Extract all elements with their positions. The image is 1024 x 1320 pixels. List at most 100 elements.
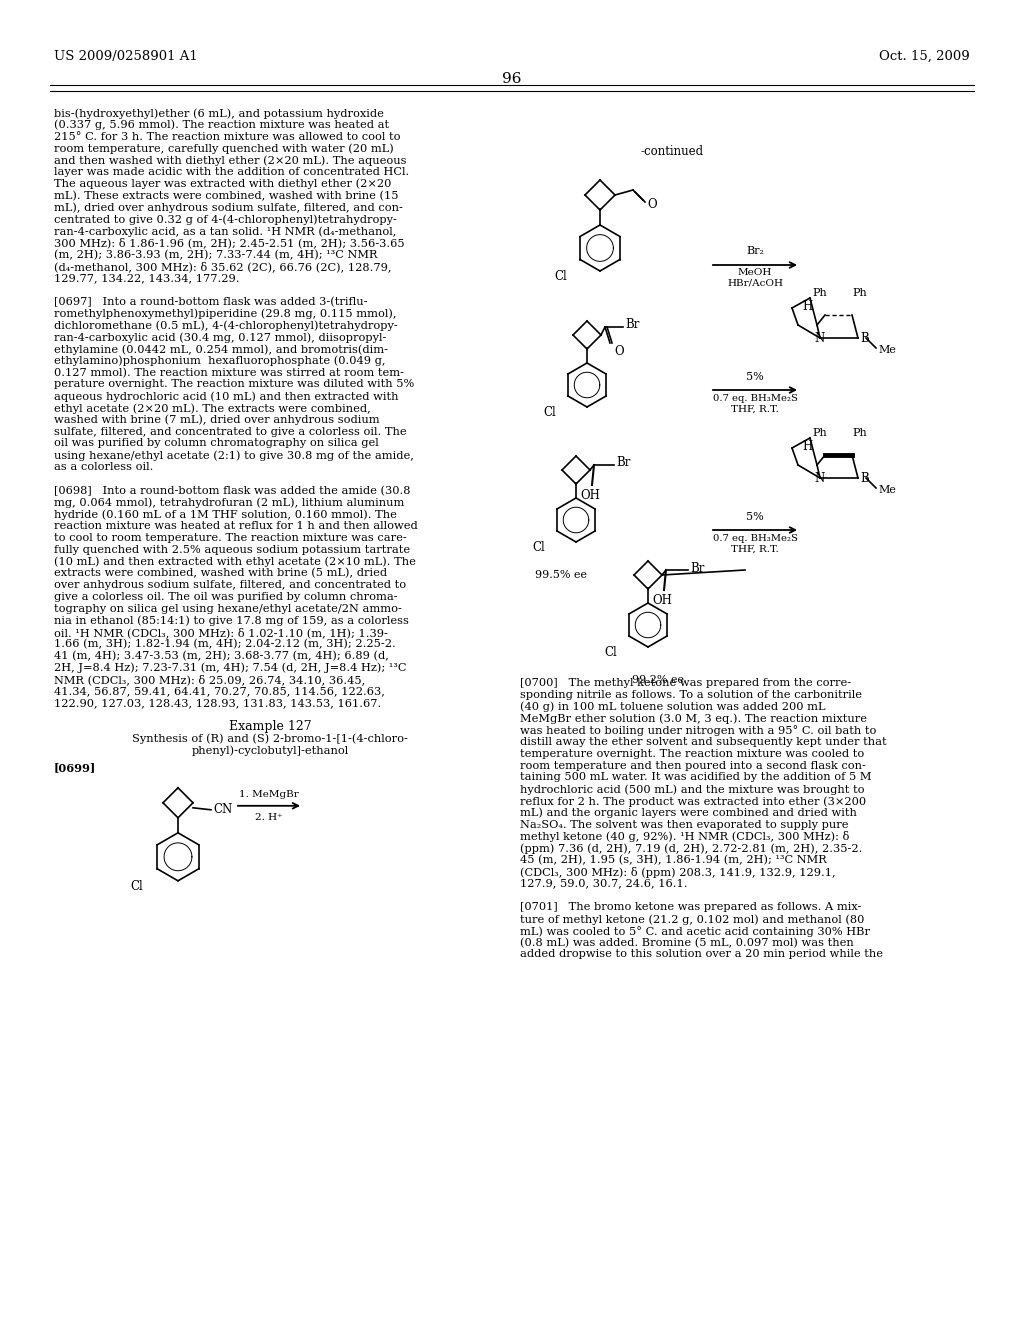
Text: oil was purified by column chromatography on silica gel: oil was purified by column chromatograph…: [54, 438, 379, 449]
Text: fully quenched with 2.5% aqueous sodium potassium tartrate: fully quenched with 2.5% aqueous sodium …: [54, 545, 411, 554]
Text: (0.337 g, 5.96 mmol). The reaction mixture was heated at: (0.337 g, 5.96 mmol). The reaction mixtu…: [54, 120, 389, 131]
Text: washed with brine (7 mL), dried over anhydrous sodium: washed with brine (7 mL), dried over anh…: [54, 414, 380, 425]
Text: tography on silica gel using hexane/ethyl acetate/2N ammo-: tography on silica gel using hexane/ethy…: [54, 603, 401, 614]
Text: ethylamine (0.0442 mL, 0.254 mmol), and bromotris(dim-: ethylamine (0.0442 mL, 0.254 mmol), and …: [54, 345, 388, 355]
Text: Cl: Cl: [130, 879, 143, 892]
Text: HBr/AcOH: HBr/AcOH: [727, 279, 783, 288]
Text: hydrochloric acid (500 mL) and the mixture was brought to: hydrochloric acid (500 mL) and the mixtu…: [520, 784, 864, 795]
Text: 0.7 eq. BH₃Me₂S: 0.7 eq. BH₃Me₂S: [713, 535, 798, 543]
Text: hydride (0.160 mL of a 1M THF solution, 0.160 mmol). The: hydride (0.160 mL of a 1M THF solution, …: [54, 510, 397, 520]
Text: 129.77, 134.22, 143.34, 177.29.: 129.77, 134.22, 143.34, 177.29.: [54, 273, 240, 284]
Text: (40 g) in 100 mL toluene solution was added 200 mL: (40 g) in 100 mL toluene solution was ad…: [520, 702, 825, 713]
Text: [0698]   Into a round-bottom flask was added the amide (30.8: [0698] Into a round-bottom flask was add…: [54, 486, 411, 496]
Text: ture of methyl ketone (21.2 g, 0.102 mol) and methanol (80: ture of methyl ketone (21.2 g, 0.102 mol…: [520, 913, 864, 924]
Text: 1. MeMgBr: 1. MeMgBr: [240, 789, 299, 799]
Text: was heated to boiling under nitrogen with a 95° C. oil bath to: was heated to boiling under nitrogen wit…: [520, 725, 877, 737]
Text: 41.34, 56.87, 59.41, 64.41, 70.27, 70.85, 114.56, 122.63,: 41.34, 56.87, 59.41, 64.41, 70.27, 70.85…: [54, 686, 385, 696]
Text: OH: OH: [580, 488, 600, 502]
Text: O: O: [647, 198, 656, 210]
Text: Na₂SO₄. The solvent was then evaporated to supply pure: Na₂SO₄. The solvent was then evaporated …: [520, 820, 849, 829]
Text: [0697]   Into a round-bottom flask was added 3-(triflu-: [0697] Into a round-bottom flask was add…: [54, 297, 368, 308]
Text: NMR (CDCl₃, 300 MHz): δ 25.09, 26.74, 34.10, 36.45,: NMR (CDCl₃, 300 MHz): δ 25.09, 26.74, 34…: [54, 675, 366, 685]
Text: Cl: Cl: [543, 407, 556, 420]
Text: THF, R.T.: THF, R.T.: [731, 405, 779, 414]
Text: Ph: Ph: [853, 288, 867, 298]
Text: 215° C. for 3 h. The reaction mixture was allowed to cool to: 215° C. for 3 h. The reaction mixture wa…: [54, 132, 400, 141]
Text: (ppm) 7.36 (d, 2H), 7.19 (d, 2H), 2.72-2.81 (m, 2H), 2.35-2.: (ppm) 7.36 (d, 2H), 7.19 (d, 2H), 2.72-2…: [520, 843, 862, 854]
Text: Cl: Cl: [532, 541, 545, 554]
Text: mL) and the organic layers were combined and dried with: mL) and the organic layers were combined…: [520, 808, 857, 818]
Text: ran-4-carboxylic acid, as a tan solid. ¹H NMR (d₄-methanol,: ran-4-carboxylic acid, as a tan solid. ¹…: [54, 226, 396, 236]
Text: US 2009/0258901 A1: US 2009/0258901 A1: [54, 50, 198, 63]
Text: Br: Br: [690, 561, 705, 574]
Text: (10 mL) and then extracted with ethyl acetate (2×10 mL). The: (10 mL) and then extracted with ethyl ac…: [54, 557, 416, 568]
Text: aqueous hydrochloric acid (10 mL) and then extracted with: aqueous hydrochloric acid (10 mL) and th…: [54, 391, 398, 401]
Text: 0.7 eq. BH₃Me₂S: 0.7 eq. BH₃Me₂S: [713, 393, 798, 403]
Text: as a colorless oil.: as a colorless oil.: [54, 462, 154, 473]
Text: added dropwise to this solution over a 20 min period while the: added dropwise to this solution over a 2…: [520, 949, 883, 960]
Text: N: N: [815, 471, 825, 484]
Text: N: N: [815, 331, 825, 345]
Text: Ph: Ph: [813, 288, 827, 298]
Text: Synthesis of (R) and (S) 2-bromo-1-[1-(4-chloro-: Synthesis of (R) and (S) 2-bromo-1-[1-(4…: [132, 734, 408, 744]
Text: 122.90, 127.03, 128.43, 128.93, 131.83, 143.53, 161.67.: 122.90, 127.03, 128.43, 128.93, 131.83, …: [54, 698, 381, 708]
Text: phenyl)-cyclobutyl]-ethanol: phenyl)-cyclobutyl]-ethanol: [191, 746, 348, 756]
Text: 300 MHz): δ 1.86-1.96 (m, 2H); 2.45-2.51 (m, 2H); 3.56-3.65: 300 MHz): δ 1.86-1.96 (m, 2H); 2.45-2.51…: [54, 238, 404, 248]
Text: Br₂: Br₂: [746, 246, 764, 256]
Text: [0701]   The bromo ketone was prepared as follows. A mix-: [0701] The bromo ketone was prepared as …: [520, 902, 861, 912]
Text: ran-4-carboxylic acid (30.4 mg, 0.127 mmol), diisopropyl-: ran-4-carboxylic acid (30.4 mg, 0.127 mm…: [54, 333, 386, 343]
Text: 45 (m, 2H), 1.95 (s, 3H), 1.86-1.94 (m, 2H); ¹³C NMR: 45 (m, 2H), 1.95 (s, 3H), 1.86-1.94 (m, …: [520, 855, 826, 866]
Text: layer was made acidic with the addition of concentrated HCl.: layer was made acidic with the addition …: [54, 168, 410, 177]
Text: Oct. 15, 2009: Oct. 15, 2009: [880, 50, 970, 63]
Text: MeOH: MeOH: [738, 268, 772, 277]
Text: ethylamino)phosphonium  hexafluorophosphate (0.049 g,: ethylamino)phosphonium hexafluorophospha…: [54, 356, 385, 367]
Text: 96: 96: [502, 73, 522, 86]
Text: romethylphenoxymethyl)piperidine (29.8 mg, 0.115 mmol),: romethylphenoxymethyl)piperidine (29.8 m…: [54, 309, 396, 319]
Text: 41 (m, 4H); 3.47-3.53 (m, 2H); 3.68-3.77 (m, 4H); 6.89 (d,: 41 (m, 4H); 3.47-3.53 (m, 2H); 3.68-3.77…: [54, 651, 389, 661]
Text: 99.2% ee: 99.2% ee: [632, 675, 684, 685]
Text: Ph: Ph: [853, 428, 867, 438]
Text: distill away the ether solvent and subsequently kept under that: distill away the ether solvent and subse…: [520, 737, 887, 747]
Text: over anhydrous sodium sulfate, filtered, and concentrated to: over anhydrous sodium sulfate, filtered,…: [54, 579, 407, 590]
Text: 2H, J=8.4 Hz); 7.23-7.31 (m, 4H); 7.54 (d, 2H, J=8.4 Hz); ¹³C: 2H, J=8.4 Hz); 7.23-7.31 (m, 4H); 7.54 (…: [54, 663, 407, 673]
Text: Cl: Cl: [604, 645, 616, 659]
Text: centrated to give 0.32 g of 4-(4-chlorophenyl)tetrahydropy-: centrated to give 0.32 g of 4-(4-chlorop…: [54, 214, 397, 224]
Text: methyl ketone (40 g, 92%). ¹H NMR (CDCl₃, 300 MHz): δ: methyl ketone (40 g, 92%). ¹H NMR (CDCl₃…: [520, 832, 849, 842]
Text: 5%: 5%: [746, 512, 764, 521]
Text: MeMgBr ether solution (3.0 M, 3 eq.). The reaction mixture: MeMgBr ether solution (3.0 M, 3 eq.). Th…: [520, 713, 867, 723]
Text: OH: OH: [652, 594, 672, 607]
Text: mg, 0.064 mmol), tetrahydrofuran (2 mL), lithium aluminum: mg, 0.064 mmol), tetrahydrofuran (2 mL),…: [54, 498, 404, 508]
Text: room temperature and then poured into a second flask con-: room temperature and then poured into a …: [520, 760, 866, 771]
Text: 99.5% ee: 99.5% ee: [535, 570, 587, 579]
Text: CN: CN: [213, 804, 232, 816]
Text: bis-(hydroxyethyl)ether (6 mL), and potassium hydroxide: bis-(hydroxyethyl)ether (6 mL), and pota…: [54, 108, 384, 119]
Text: Example 127: Example 127: [228, 719, 311, 733]
Text: H: H: [803, 441, 813, 454]
Text: mL). These extracts were combined, washed with brine (15: mL). These extracts were combined, washe…: [54, 190, 398, 201]
Text: (0.8 mL) was added. Bromine (5 mL, 0.097 mol) was then: (0.8 mL) was added. Bromine (5 mL, 0.097…: [520, 937, 854, 948]
Text: nia in ethanol (85:14:1) to give 17.8 mg of 159, as a colorless: nia in ethanol (85:14:1) to give 17.8 mg…: [54, 615, 409, 626]
Text: Ph: Ph: [813, 428, 827, 438]
Text: to cool to room temperature. The reaction mixture was care-: to cool to room temperature. The reactio…: [54, 533, 407, 543]
Text: reaction mixture was heated at reflux for 1 h and then allowed: reaction mixture was heated at reflux fo…: [54, 521, 418, 531]
Text: THF, R.T.: THF, R.T.: [731, 545, 779, 554]
Text: Me: Me: [878, 484, 896, 495]
Text: -continued: -continued: [640, 145, 703, 158]
Text: [0700]   The methyl ketone was prepared from the corre-: [0700] The methyl ketone was prepared fr…: [520, 678, 851, 688]
Text: using hexane/ethyl acetate (2:1) to give 30.8 mg of the amide,: using hexane/ethyl acetate (2:1) to give…: [54, 450, 414, 461]
Text: sulfate, filtered, and concentrated to give a colorless oil. The: sulfate, filtered, and concentrated to g…: [54, 426, 407, 437]
Text: taining 500 mL water. It was acidified by the addition of 5 M: taining 500 mL water. It was acidified b…: [520, 772, 871, 783]
Text: Br: Br: [616, 457, 631, 470]
Text: room temperature, carefully quenched with water (20 mL): room temperature, carefully quenched wit…: [54, 144, 394, 154]
Text: [0699]: [0699]: [54, 762, 96, 772]
Text: temperature overnight. The reaction mixture was cooled to: temperature overnight. The reaction mixt…: [520, 748, 864, 759]
Text: O: O: [614, 345, 624, 358]
Text: Br: Br: [625, 318, 639, 331]
Text: B: B: [860, 331, 868, 345]
Text: mL) was cooled to 5° C. and acetic acid containing 30% HBr: mL) was cooled to 5° C. and acetic acid …: [520, 925, 870, 937]
Text: extracts were combined, washed with brine (5 mL), dried: extracts were combined, washed with brin…: [54, 568, 387, 578]
Text: 0.127 mmol). The reaction mixture was stirred at room tem-: 0.127 mmol). The reaction mixture was st…: [54, 367, 404, 378]
Text: H: H: [803, 301, 813, 314]
Text: and then washed with diethyl ether (2×20 mL). The aqueous: and then washed with diethyl ether (2×20…: [54, 156, 407, 166]
Text: Me: Me: [878, 345, 896, 355]
